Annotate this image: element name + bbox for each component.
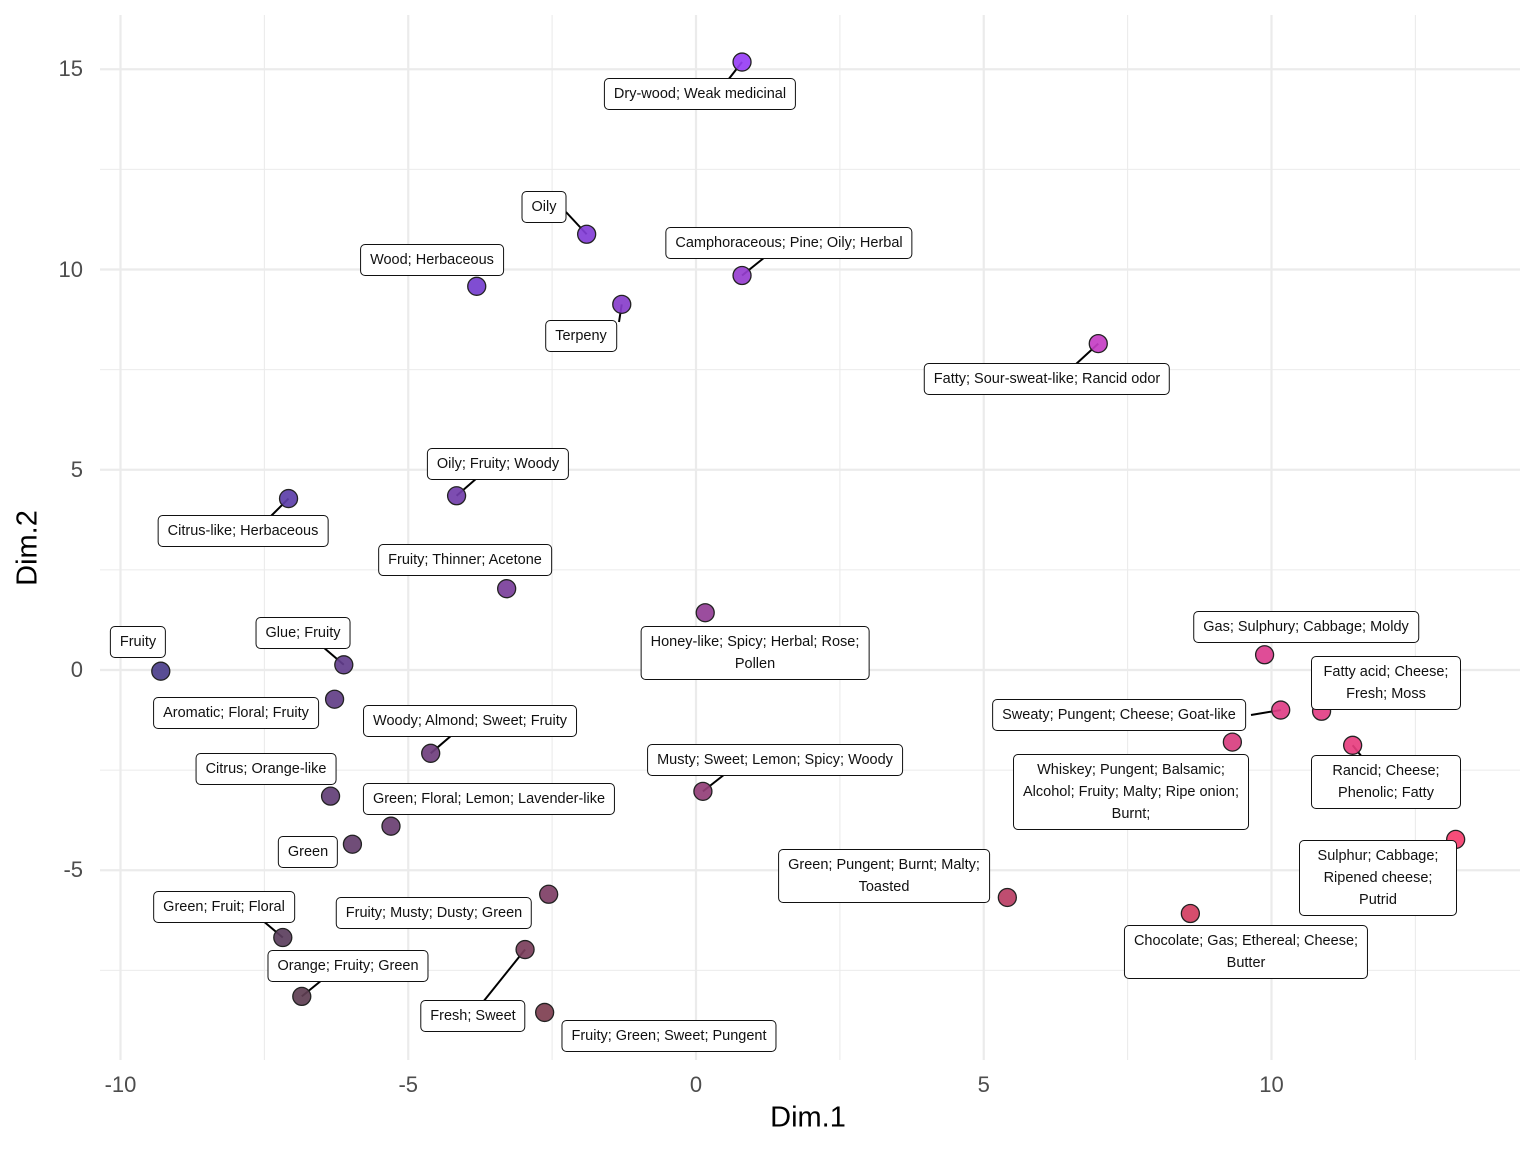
point-label: Woody; Almond; Sweet; Fruity (363, 705, 577, 737)
data-point (151, 661, 171, 681)
data-point (446, 486, 467, 506)
point-label: Honey-like; Spicy; Herbal; Rose; Pollen (640, 626, 870, 680)
data-point (421, 743, 441, 763)
y-axis-title: Dim.2 (11, 510, 44, 586)
point-label: Green (277, 836, 339, 868)
point-label: Citrus; Orange-like (195, 753, 337, 785)
data-point (1342, 735, 1363, 755)
data-point (1222, 732, 1243, 752)
data-point (497, 579, 517, 599)
y-tick-label: 15 (58, 56, 83, 82)
y-tick-label: 0 (70, 657, 83, 682)
x-tick-label: 5 (977, 1072, 990, 1097)
data-point (612, 294, 632, 314)
data-point (292, 986, 312, 1007)
point-label: Fatty acid; Cheese; Fresh; Moss (1311, 656, 1461, 710)
data-point (534, 1002, 555, 1023)
y-tick-label: -5 (63, 857, 83, 883)
data-point (732, 265, 752, 286)
points (151, 52, 1466, 1023)
data-point (320, 786, 341, 806)
point-label: Terpeny (545, 320, 617, 352)
data-point (273, 927, 293, 948)
point-label: Sulphur; Cabbage; Ripened cheese; Putrid (1299, 840, 1457, 916)
data-point (1254, 645, 1275, 665)
point-label: Fruity; Green; Sweet; Pungent (561, 1020, 777, 1052)
x-tick-label: 0 (689, 1072, 703, 1097)
data-point (1271, 700, 1291, 720)
point-label: Green; Pungent; Burnt; Malty; Toasted (778, 849, 990, 903)
data-point (732, 52, 752, 72)
data-point (695, 603, 715, 623)
data-point (381, 816, 401, 836)
data-point (693, 781, 713, 802)
x-tick-label: 10 (1259, 1072, 1284, 1097)
data-point (577, 224, 597, 244)
point-label: Glue; Fruity (255, 617, 351, 649)
x-tick-label: -10 (104, 1072, 137, 1097)
data-point (342, 834, 363, 854)
leader-line (482, 948, 526, 1003)
point-label: Fruity (109, 626, 167, 658)
data-point (334, 655, 354, 675)
data-point (1088, 333, 1108, 354)
data-point (1180, 903, 1201, 924)
point-label: Fruity; Musty; Dusty; Green (335, 897, 533, 929)
data-point (515, 939, 535, 960)
point-label: Fatty; Sour-sweat-like; Rancid odor (923, 363, 1171, 395)
data-point (278, 488, 299, 509)
point-label: Camphoraceous; Pine; Oily; Herbal (665, 227, 913, 259)
point-label: Oily (521, 191, 567, 223)
data-point (467, 276, 487, 296)
point-label: Whiskey; Pungent; Balsamic; Alcohol; Fru… (1013, 754, 1249, 830)
point-label: Oily; Fruity; Woody (426, 448, 570, 480)
point-label: Gas; Sulphury; Cabbage; Moldy (1193, 611, 1419, 643)
point-label: Dry-wood; Weak medicinal (603, 78, 797, 110)
y-tick-label: 5 (70, 456, 83, 482)
point-label: Green; Floral; Lemon; Lavender-like (362, 783, 616, 815)
point-label: Aromatic; Floral; Fruity (153, 697, 319, 729)
point-label: Fresh; Sweet (420, 1000, 526, 1032)
point-label: Wood; Herbaceous (360, 244, 504, 276)
point-label: Orange; Fruity; Green (267, 950, 429, 982)
point-label: Rancid; Cheese; Phenolic; Fatty (1311, 755, 1461, 809)
data-point (997, 887, 1017, 908)
data-point (324, 689, 345, 709)
point-label: Chocolate; Gas; Ethereal; Cheese; Butter (1123, 925, 1369, 979)
point-label: Fruity; Thinner; Acetone (378, 544, 552, 576)
data-point (539, 884, 559, 904)
point-label: Green; Fruit; Floral (153, 891, 295, 923)
x-tick-label: -5 (398, 1072, 419, 1097)
y-tick-label: 10 (58, 256, 83, 282)
point-label: Musty; Sweet; Lemon; Spicy; Woody (647, 744, 903, 776)
x-axis-title: Dim.1 (770, 1101, 846, 1134)
point-label: Sweaty; Pungent; Cheese; Goat-like (992, 699, 1246, 731)
point-label: Citrus-like; Herbaceous (157, 515, 329, 547)
